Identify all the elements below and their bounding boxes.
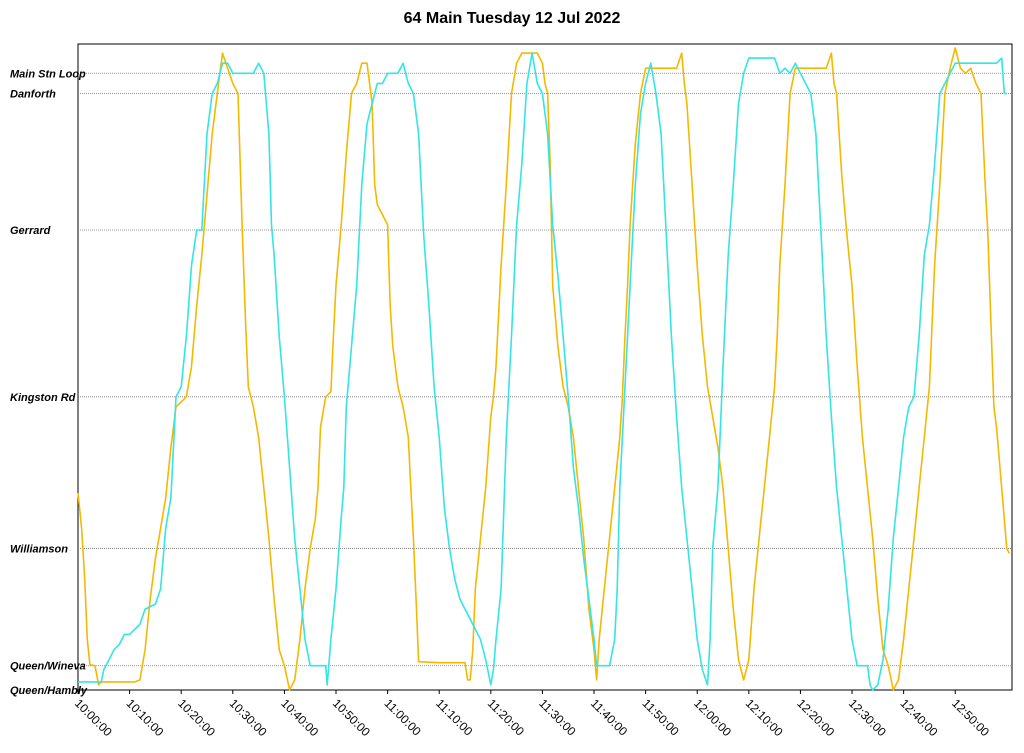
x-tick-label: 12:30:00 [846, 696, 889, 739]
x-tick-label: 10:50:00 [330, 696, 373, 739]
x-tick-label: 11:10:00 [433, 696, 476, 739]
x-tick-label: 12:10:00 [743, 696, 786, 739]
x-tick-label: 12:40:00 [898, 696, 941, 739]
x-tick-label: 12:00:00 [691, 696, 734, 739]
x-tick-label: 10:40:00 [278, 696, 321, 739]
stop-label: Kingston Rd [10, 392, 76, 404]
stop-label: Queen/Wineva [10, 661, 86, 673]
x-tick-label: 11:40:00 [588, 696, 631, 739]
stop-label: Williamson [10, 543, 68, 555]
stop-label: Gerrard [10, 225, 51, 237]
series-line-1 [77, 47, 1011, 691]
plot-frame [77, 43, 1013, 691]
x-tick-label: 11:00:00 [381, 696, 424, 739]
x-ticks: 10:00:00 10:10:00 10:20:00 10:30:00 10:40:00… [72, 690, 992, 739]
x-tick-label: 10:00:00 [72, 696, 115, 739]
x-tick-label: 10:10:00 [123, 696, 166, 739]
series-line-2 [78, 52, 1007, 691]
x-tick-label: 11:20:00 [485, 696, 528, 739]
x-tick-label: 10:30:00 [227, 696, 270, 739]
x-tick-label: 12:20:00 [794, 696, 837, 739]
x-tick-label: 10:20:00 [175, 696, 218, 739]
stop-labels: Queen/Hambly Queen/Wineva Williamson Kingst… [10, 68, 88, 697]
stop-label: Main Stn Loop [10, 68, 86, 80]
stop-grid [78, 72, 1012, 667]
series-lines [77, 47, 1011, 691]
stop-label: Queen/Hambly [10, 685, 88, 697]
x-tick-label: 11:30:00 [536, 696, 579, 739]
chart-title: 64 Main Tuesday 12 Jul 2022 [403, 10, 621, 27]
x-tick-label: 11:50:00 [640, 696, 683, 739]
x-tick-label: 12:50:00 [949, 696, 992, 739]
stop-label: Danforth [10, 88, 56, 100]
